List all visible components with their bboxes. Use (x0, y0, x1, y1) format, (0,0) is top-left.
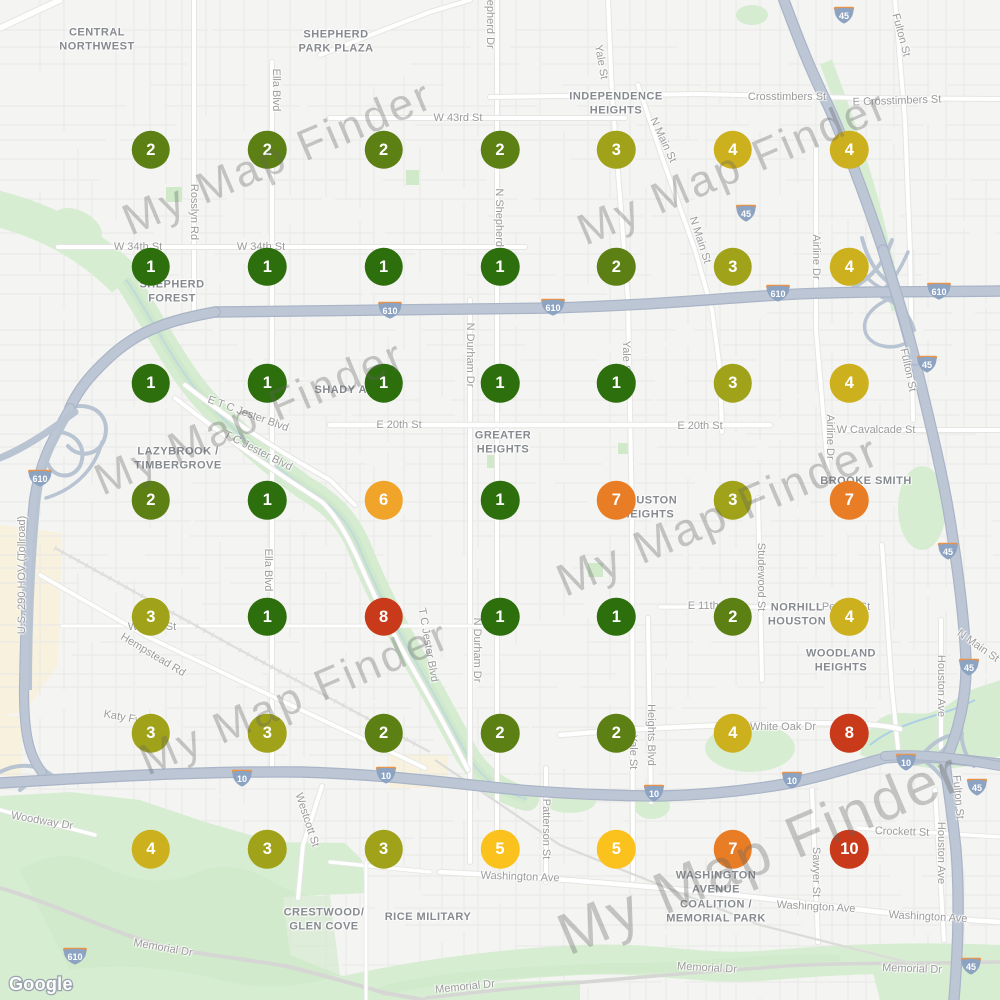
svg-text:45: 45 (922, 360, 932, 370)
svg-text:10: 10 (381, 771, 391, 781)
svg-text:10: 10 (787, 776, 797, 786)
svg-text:610: 610 (32, 474, 47, 484)
svg-text:610: 610 (382, 306, 397, 316)
svg-text:610: 610 (770, 289, 785, 299)
svg-text:610: 610 (545, 303, 560, 313)
svg-text:10: 10 (901, 758, 911, 768)
svg-text:45: 45 (966, 962, 976, 972)
svg-text:45: 45 (964, 663, 974, 673)
svg-text:45: 45 (943, 547, 953, 557)
svg-text:45: 45 (839, 11, 849, 21)
svg-text:10: 10 (237, 774, 247, 784)
svg-text:610: 610 (931, 287, 946, 297)
svg-text:10: 10 (649, 789, 659, 799)
svg-text:610: 610 (67, 952, 82, 962)
svg-text:45: 45 (972, 783, 982, 793)
svg-text:45: 45 (741, 209, 751, 219)
